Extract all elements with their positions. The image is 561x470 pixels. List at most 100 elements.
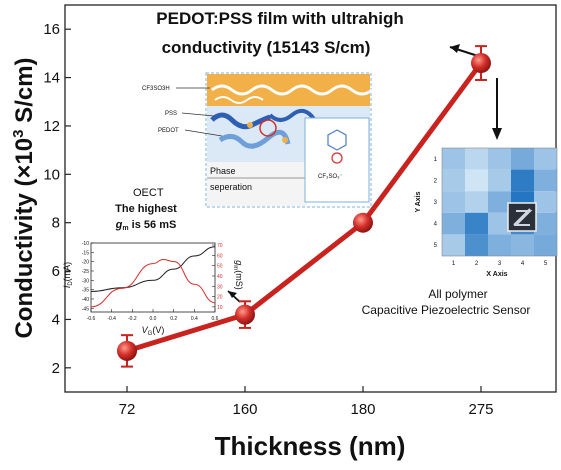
phase-label-2: seperation xyxy=(210,182,252,192)
oect-x-tick-label: 0.2 xyxy=(170,316,177,322)
heatmap-x-tick-label: 4 xyxy=(521,261,525,267)
heatmap-cell xyxy=(442,212,465,235)
pss-chain-2 xyxy=(268,108,316,122)
heatmap-x-ticks: 1 2 3 4 5 xyxy=(452,261,548,267)
heatmap-cell xyxy=(488,191,511,213)
oect-title: OECT xyxy=(133,187,164,199)
heatmap-cell xyxy=(511,169,534,192)
heatmap-y-label: Y Axis xyxy=(415,191,422,212)
oect-left-label: ID(mA) xyxy=(62,262,74,288)
x-tick-label: 160 xyxy=(232,401,257,418)
heatmap-cell xyxy=(534,191,557,213)
heatmap-cell xyxy=(511,148,534,170)
label-pedot: PEDOT xyxy=(158,128,179,134)
molecule-box xyxy=(304,117,370,203)
heatmap-cell xyxy=(488,212,511,235)
oect-note-2: gm is 56 mS xyxy=(115,219,177,232)
oect-right-tick-label: 10 xyxy=(217,305,223,311)
heatmap-cell xyxy=(465,148,488,170)
phase-label: Phase xyxy=(210,166,236,176)
acid-wave-2 xyxy=(214,96,264,104)
x-axis-title: Thickness (nm) xyxy=(215,431,406,461)
data-point xyxy=(235,304,255,325)
oect-x-tick-label: 0.6 xyxy=(212,316,219,322)
y-tick-label: 10 xyxy=(43,166,60,183)
acid-dot xyxy=(282,137,288,143)
sensor-subtitle: Capacitive Piezoelectric Sensor xyxy=(362,303,531,317)
y-tick-label: 6 xyxy=(52,263,60,280)
label-cf3so3h: CF3SO3H xyxy=(142,86,170,92)
y-axis-title: Conductivity (×103 S/cm) xyxy=(10,57,38,338)
oect-id-curve xyxy=(90,246,216,292)
y-tick-label: 8 xyxy=(52,215,60,232)
series-marks xyxy=(117,45,491,368)
sensor-arrowhead-icon xyxy=(492,128,502,140)
heatmap-frame xyxy=(441,147,558,257)
heatmap-cell xyxy=(534,148,557,170)
heatmap-cell xyxy=(442,169,465,192)
heatmap-cell xyxy=(511,234,534,256)
heatmap-cell xyxy=(534,212,557,235)
heatmap-cell xyxy=(465,169,488,192)
heatmap-cell xyxy=(442,234,465,256)
heatmap-cell xyxy=(488,148,511,170)
oect-right-tick-label: 50 xyxy=(217,264,223,270)
heatmap-cell xyxy=(488,169,511,192)
acid-dot xyxy=(247,122,253,128)
y-tick-label: 4 xyxy=(52,311,60,328)
oect-left-tick-label: -35 xyxy=(82,288,89,294)
series-line xyxy=(126,61,484,354)
oect-x-tick-label: 0.0 xyxy=(150,316,157,322)
y-tick-label: 2 xyxy=(52,360,60,377)
sensor-title: All polymer xyxy=(428,287,487,301)
sensor-inset: 1 2 3 4 5 1 2 3 4 5 X Axis Y Axis All polymer Ca… xyxy=(362,147,558,317)
heatmap-y-tick-label: 5 xyxy=(434,243,438,249)
heatmap-cell xyxy=(534,234,557,256)
x-tick-label: 180 xyxy=(350,401,375,418)
oect-x-tick-label: -0.2 xyxy=(128,316,137,322)
data-point xyxy=(117,340,137,361)
x-tick-label: 275 xyxy=(468,401,493,418)
heatmap-cell xyxy=(465,212,488,235)
sensor-device-icon xyxy=(513,208,533,226)
oect-right-tick-label: 30 xyxy=(217,284,223,290)
heatmap-x-tick-label: 2 xyxy=(475,261,479,267)
oect-x-tick-label: -0.4 xyxy=(107,316,116,322)
heatmap-cell xyxy=(442,191,465,213)
oect-gm-curve xyxy=(90,258,216,308)
y-axis-title-main: Conductivity (×10 xyxy=(11,138,38,339)
oect-left-tick-label: -15 xyxy=(82,250,89,256)
oect-frame xyxy=(90,242,216,313)
pss-chain xyxy=(210,112,271,130)
y-tick-label: 12 xyxy=(43,118,60,135)
oect-left-tick-label: -25 xyxy=(82,269,89,275)
oect-left-tick-label: -20 xyxy=(82,260,89,266)
molecule-ring-icon xyxy=(327,129,347,151)
heatmap-y-tick-label: 1 xyxy=(434,157,438,163)
oect-left-ticks: -45 -40 -35 -30 -25 -20 -15 -10 xyxy=(82,241,94,312)
oect-right-tick-label: 20 xyxy=(217,295,223,301)
heatmap-cell xyxy=(534,169,557,192)
annotation-title-line2: conductivity (15143 S/cm) xyxy=(162,38,371,57)
sensor-heatmap xyxy=(442,148,557,256)
oect-x-ticks: -0.6 -0.4 -0.2 0.0 0.2 0.4 0.6 xyxy=(87,309,219,322)
heatmap-cell xyxy=(465,234,488,256)
x-tick-label: 72 xyxy=(119,401,136,418)
heatmap-y-tick-label: 2 xyxy=(434,178,438,184)
x-axis-ticks: 72 160 180 275 xyxy=(119,386,494,418)
oect-right-tick-label: 70 xyxy=(217,243,223,249)
heatmap-cell xyxy=(442,148,465,170)
oect-right-tick-label: 60 xyxy=(217,253,223,259)
oect-right-label: gm(mS) xyxy=(232,260,244,290)
phase-layer xyxy=(207,162,307,206)
heatmap-cell xyxy=(465,191,488,213)
heatmap-x-label: X Axis xyxy=(486,271,507,278)
y-tick-label: 16 xyxy=(43,21,60,38)
y-tick-label: 14 xyxy=(43,70,60,87)
heatmap-y-tick-label: 4 xyxy=(434,222,438,228)
y-axis-ticks: 2 4 6 8 10 12 14 16 xyxy=(43,21,71,377)
heatmap-x-tick-label: 3 xyxy=(498,261,502,267)
oect-left-tick-label: -45 xyxy=(82,306,89,312)
title-arrowhead-icon xyxy=(450,44,460,53)
